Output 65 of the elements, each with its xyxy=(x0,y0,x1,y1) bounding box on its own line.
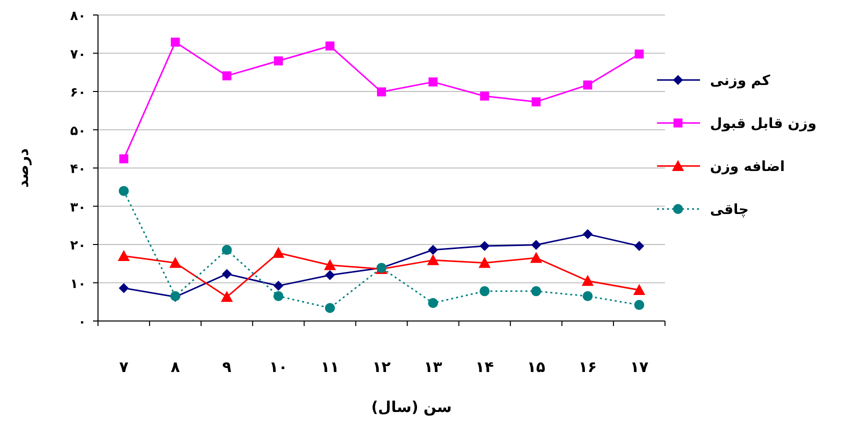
x-axis-title: سن (سال) xyxy=(371,398,452,416)
point xyxy=(272,246,284,258)
x-tick-label: ۱۰ xyxy=(269,358,288,376)
y-axis-title: درصد xyxy=(14,148,32,188)
point xyxy=(222,244,232,255)
point xyxy=(274,56,283,66)
point xyxy=(428,77,438,86)
legend-label: وزن قابل قبول xyxy=(710,116,816,132)
y-tick-label: ۰ xyxy=(78,315,86,330)
point xyxy=(325,41,334,50)
y-tick-label: ۷۰ xyxy=(70,47,86,62)
point xyxy=(428,244,438,255)
point xyxy=(324,302,335,313)
y-tick-label: ۵۰ xyxy=(70,124,86,139)
point xyxy=(118,283,129,294)
point xyxy=(530,252,542,263)
x-tick-label: ۷ xyxy=(119,358,128,376)
point xyxy=(220,290,233,302)
point xyxy=(582,291,593,302)
point xyxy=(480,241,490,252)
point xyxy=(480,92,490,101)
legend-label: کم وزنی xyxy=(710,73,772,89)
point xyxy=(222,71,232,80)
x-tick-label: ۸ xyxy=(170,358,180,376)
point xyxy=(583,80,592,90)
x-tick-label: ۱۴ xyxy=(475,358,494,376)
x-tick-label: ۱۱ xyxy=(320,358,340,376)
point xyxy=(531,240,542,250)
point xyxy=(478,256,491,268)
point xyxy=(634,300,644,310)
x-tick-label: ۱۷ xyxy=(630,358,648,376)
x-tick-label: ۱۲ xyxy=(372,358,391,376)
point xyxy=(169,256,182,268)
point xyxy=(480,286,490,296)
legend-label: اضافه وزن xyxy=(710,159,785,175)
point xyxy=(377,87,386,96)
x-tick-label: ۹ xyxy=(222,358,232,376)
point xyxy=(222,268,232,279)
point xyxy=(634,50,644,59)
y-tick-label: ۱۰ xyxy=(70,276,86,292)
x-tick-label: ۱۳ xyxy=(424,358,442,376)
y-tick-label: ۴۰ xyxy=(70,162,86,177)
x-tick-label: ۱۵ xyxy=(526,358,546,376)
point xyxy=(170,38,180,47)
y-tick-label: ۳۰ xyxy=(70,200,86,216)
point xyxy=(119,154,128,164)
y-tick-label: ۲۰ xyxy=(70,238,86,254)
legend-label: چاقی xyxy=(710,202,749,218)
point xyxy=(427,254,440,266)
y-tick-label: ۶۰ xyxy=(70,86,86,100)
point xyxy=(324,270,335,280)
point xyxy=(582,274,594,286)
y-tick-label: ۸۰ xyxy=(70,9,86,24)
point xyxy=(531,286,542,296)
point xyxy=(634,241,644,252)
point xyxy=(273,291,284,302)
point xyxy=(428,298,438,308)
point xyxy=(273,280,284,291)
point xyxy=(532,97,541,106)
point xyxy=(324,259,336,270)
x-tick-label: ۱۶ xyxy=(578,358,597,376)
point xyxy=(118,250,130,261)
point xyxy=(118,186,129,196)
point xyxy=(582,229,593,240)
point xyxy=(633,284,646,296)
